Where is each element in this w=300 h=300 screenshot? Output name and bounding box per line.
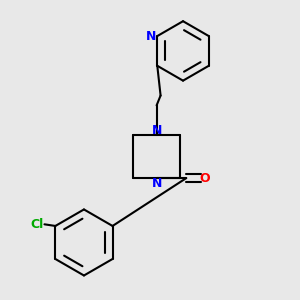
Text: N: N [152, 124, 162, 137]
Text: N: N [146, 30, 157, 43]
Text: O: O [199, 172, 210, 184]
Text: Cl: Cl [31, 218, 44, 231]
Text: N: N [152, 176, 162, 190]
